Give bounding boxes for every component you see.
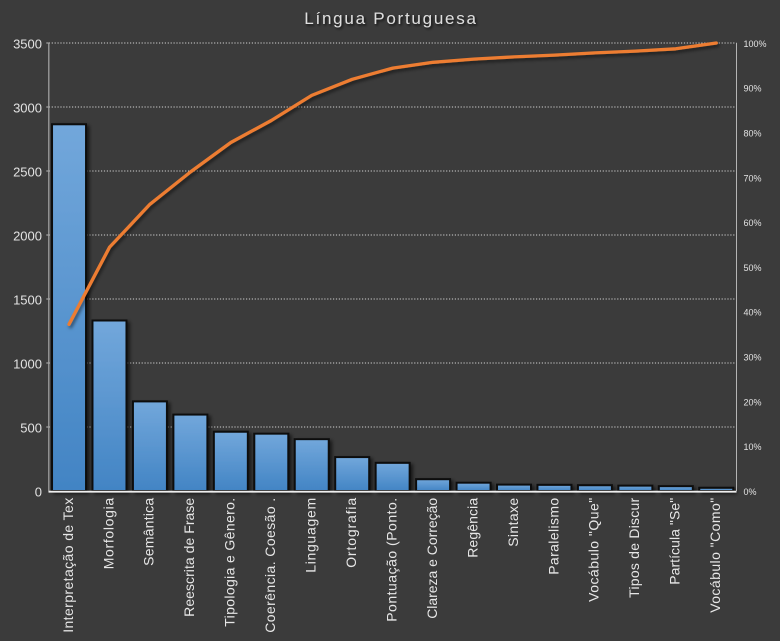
svg-text:Linguagem: Linguagem: [303, 498, 319, 573]
svg-text:Clareza e Correção: Clareza e Correção: [424, 498, 440, 619]
svg-text:2500: 2500: [13, 164, 42, 179]
svg-text:2000: 2000: [13, 228, 42, 243]
svg-text:3000: 3000: [13, 100, 42, 115]
svg-text:Vocábulo "Que": Vocábulo "Que": [586, 498, 602, 602]
svg-text:40%: 40%: [744, 308, 762, 318]
svg-text:Vocábulo "Como": Vocábulo "Como": [707, 498, 723, 613]
svg-text:70%: 70%: [744, 173, 762, 183]
svg-text:Regência: Regência: [464, 498, 480, 558]
svg-text:500: 500: [20, 420, 42, 435]
svg-text:1000: 1000: [13, 356, 42, 371]
svg-text:0%: 0%: [744, 487, 757, 497]
svg-text:Reescrita de Frase: Reescrita de Frase: [181, 498, 197, 617]
svg-text:Morfologia: Morfologia: [100, 498, 116, 570]
svg-text:Partícula "Se": Partícula "Se": [667, 498, 683, 585]
svg-text:Sintaxe: Sintaxe: [505, 498, 521, 547]
svg-text:Língua Portuguesa: Língua Portuguesa: [304, 9, 477, 28]
svg-text:80%: 80%: [744, 129, 762, 139]
svg-text:Interpretação de Tex: Interpretação de Tex: [60, 498, 76, 633]
svg-text:100%: 100%: [744, 39, 767, 49]
svg-text:Ortografia: Ortografia: [343, 498, 359, 568]
svg-text:30%: 30%: [744, 353, 762, 363]
svg-text:10%: 10%: [744, 442, 762, 452]
svg-text:1500: 1500: [13, 292, 42, 307]
svg-text:3500: 3500: [13, 36, 42, 51]
svg-text:20%: 20%: [744, 397, 762, 407]
svg-text:Tipos de Discur: Tipos de Discur: [626, 497, 642, 597]
svg-text:Coerência. Coesão .: Coerência. Coesão .: [262, 498, 278, 633]
svg-text:Pontuação (Ponto.: Pontuação (Ponto.: [384, 498, 400, 622]
svg-text:Tipologia e Gênero.: Tipologia e Gênero.: [222, 498, 238, 627]
svg-text:0: 0: [35, 484, 42, 499]
svg-text:Paralelismo: Paralelismo: [545, 498, 561, 575]
svg-text:60%: 60%: [744, 218, 762, 228]
svg-text:90%: 90%: [744, 84, 762, 94]
svg-text:Semântica: Semântica: [141, 498, 157, 566]
svg-text:50%: 50%: [744, 263, 762, 273]
